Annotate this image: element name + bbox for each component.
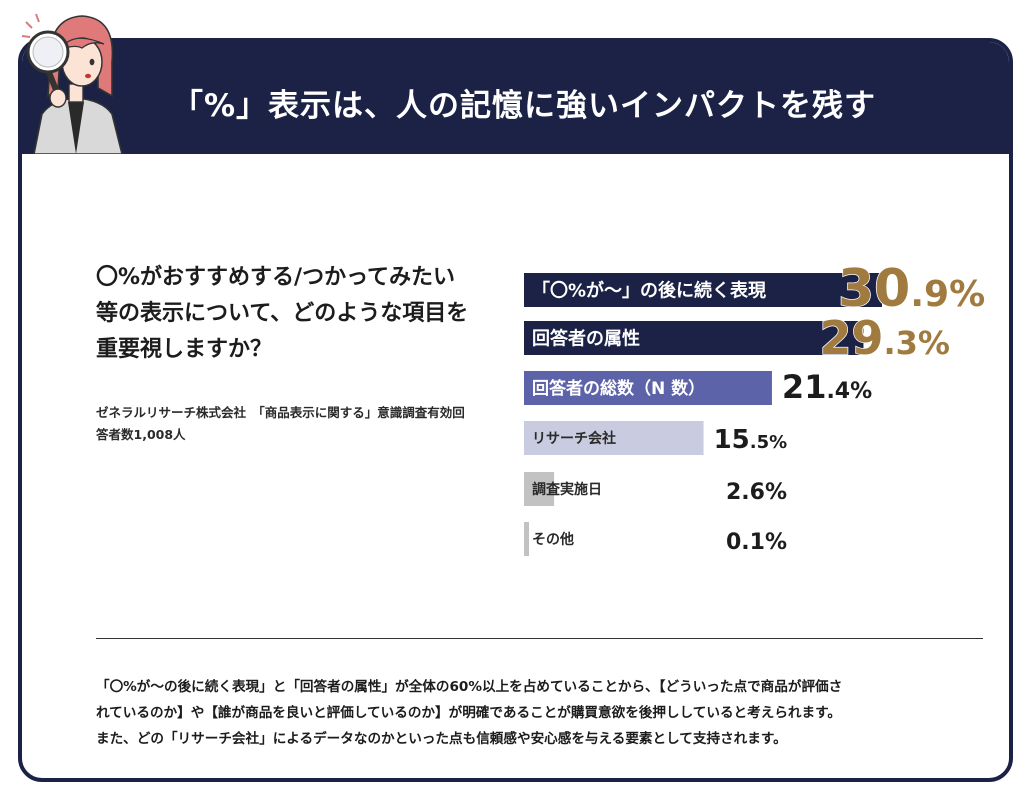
- category-label: 調査実施日: [532, 481, 602, 498]
- bar-4: [524, 472, 555, 506]
- category-label: 回答者の総数（N 数）: [532, 378, 705, 399]
- summary-line: 「〇%が〜の後に続く表現」と「回答者の属性」が全体の60%以上を占めていることか…: [96, 679, 843, 695]
- survey-source: ゼネラルリサーチ株式会社 「商品表示に関する」意識調査有効回答者数1,008人: [96, 405, 465, 442]
- bar-1: [524, 321, 864, 355]
- bar-0: [524, 273, 882, 307]
- summary-line: れているのか】や【誰が商品を良いと評価しているのか】が明確であることが購買意欲を…: [96, 705, 841, 721]
- category-label: その他: [532, 531, 574, 548]
- value-label: 15.5%: [714, 425, 788, 455]
- value-label: 2.6%: [726, 480, 787, 505]
- value-label: 29.3%: [819, 311, 950, 365]
- woman-with-magnifier-illustration: [21, 13, 123, 154]
- category-label: 回答者の属性: [532, 327, 640, 349]
- value-label: 21.4%: [782, 368, 872, 406]
- header-banner: 「%」表示は、人の記憶に強いインパクトを残す: [22, 42, 1009, 154]
- infographic-card: 「%」表示は、人の記憶に強いインパクトを残す 〇%がおすすめする/つかってみたい…: [18, 38, 1013, 782]
- bar-5: [524, 522, 529, 556]
- value-label: 0.1%: [726, 530, 787, 555]
- bar-3: [524, 421, 704, 455]
- summary-text: 「〇%が〜の後に続く表現」と「回答者の属性」が全体の60%以上を占めていることか…: [96, 674, 996, 752]
- value-label: 30.9%: [838, 259, 985, 319]
- survey-question: 〇%がおすすめする/つかってみたい等の表示について、どのような項目を重要視します…: [96, 265, 469, 362]
- category-label: 「〇%が〜」の後に続く表現: [532, 279, 766, 301]
- bar-chart: 「〇%が〜」の後に続く表現 30.9% 回答者の属性 29.3% 回答者の総数（N 数）…: [524, 258, 985, 556]
- category-label: リサーチ会社: [532, 430, 616, 447]
- bar-2: [524, 371, 772, 405]
- divider: [96, 638, 983, 639]
- summary-line: また、どの「リサーチ会社」によるデータなのかといった点も信頼感や安心感を与える要…: [96, 731, 787, 747]
- header-title: 「%」表示は、人の記憶に強いインパクトを残す: [172, 88, 877, 124]
